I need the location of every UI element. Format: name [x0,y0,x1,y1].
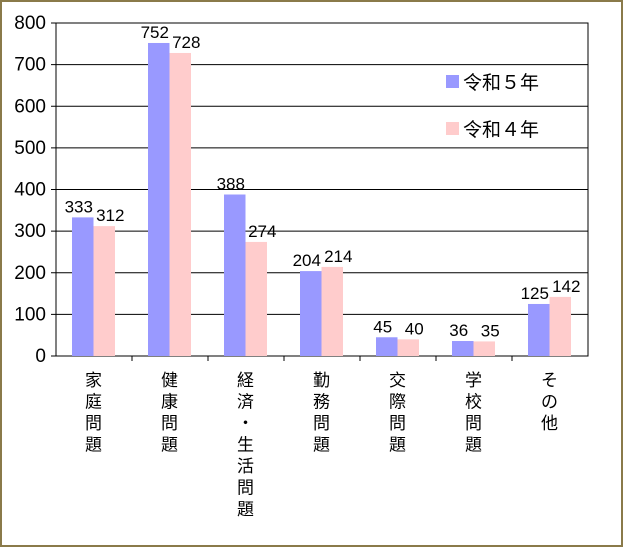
category-label: 家庭問題 [85,371,102,456]
data-label: 40 [405,319,424,338]
y-tick-label: 0 [35,346,46,367]
y-tick-label: 800 [14,13,46,34]
category-label: 経済・生活問題 [237,371,254,520]
category-label: 交際問題 [389,371,406,456]
data-label: 728 [172,33,200,52]
bar-r5 [528,303,550,356]
bar-r4 [321,266,343,356]
category-label: 勤務問題 [313,371,330,456]
data-label: 125 [521,284,549,303]
data-label: 388 [217,174,245,193]
category-label: その他 [541,371,558,434]
bar-r4 [245,241,267,356]
bar-r4 [549,296,571,356]
bar-r5 [376,337,398,356]
data-label: 274 [248,222,276,241]
y-tick-label: 500 [14,138,46,159]
bar-r4 [473,341,495,356]
y-tick-label: 100 [14,304,46,325]
y-tick-label: 400 [14,180,46,201]
data-label: 204 [293,251,321,270]
legend-label: 令和５年 [463,72,539,94]
y-tick-label: 600 [14,96,46,117]
bar-r5 [300,271,322,356]
y-tick-label: 300 [14,221,46,242]
bar-r5 [148,42,170,356]
data-label: 333 [65,197,93,216]
category-label: 健康問題 [161,371,178,456]
data-label: 142 [552,277,580,296]
legend-swatch [446,122,459,135]
bar-r5 [72,217,94,356]
legend-swatch [446,75,459,88]
bar-r4 [93,226,115,356]
data-label: 752 [141,23,169,42]
legend-label: 令和４年 [463,119,539,141]
data-label: 45 [373,317,392,336]
category-label: 学校問題 [465,371,482,456]
data-label: 36 [449,321,468,340]
bar-r4 [169,52,191,356]
bar-r5 [452,341,474,356]
data-label: 35 [481,321,500,340]
bar-r4 [397,339,419,356]
y-tick-label: 200 [14,263,46,284]
y-tick-label: 700 [14,55,46,76]
data-label: 214 [324,247,352,266]
data-label: 312 [96,206,124,225]
bar-r5 [224,194,246,356]
